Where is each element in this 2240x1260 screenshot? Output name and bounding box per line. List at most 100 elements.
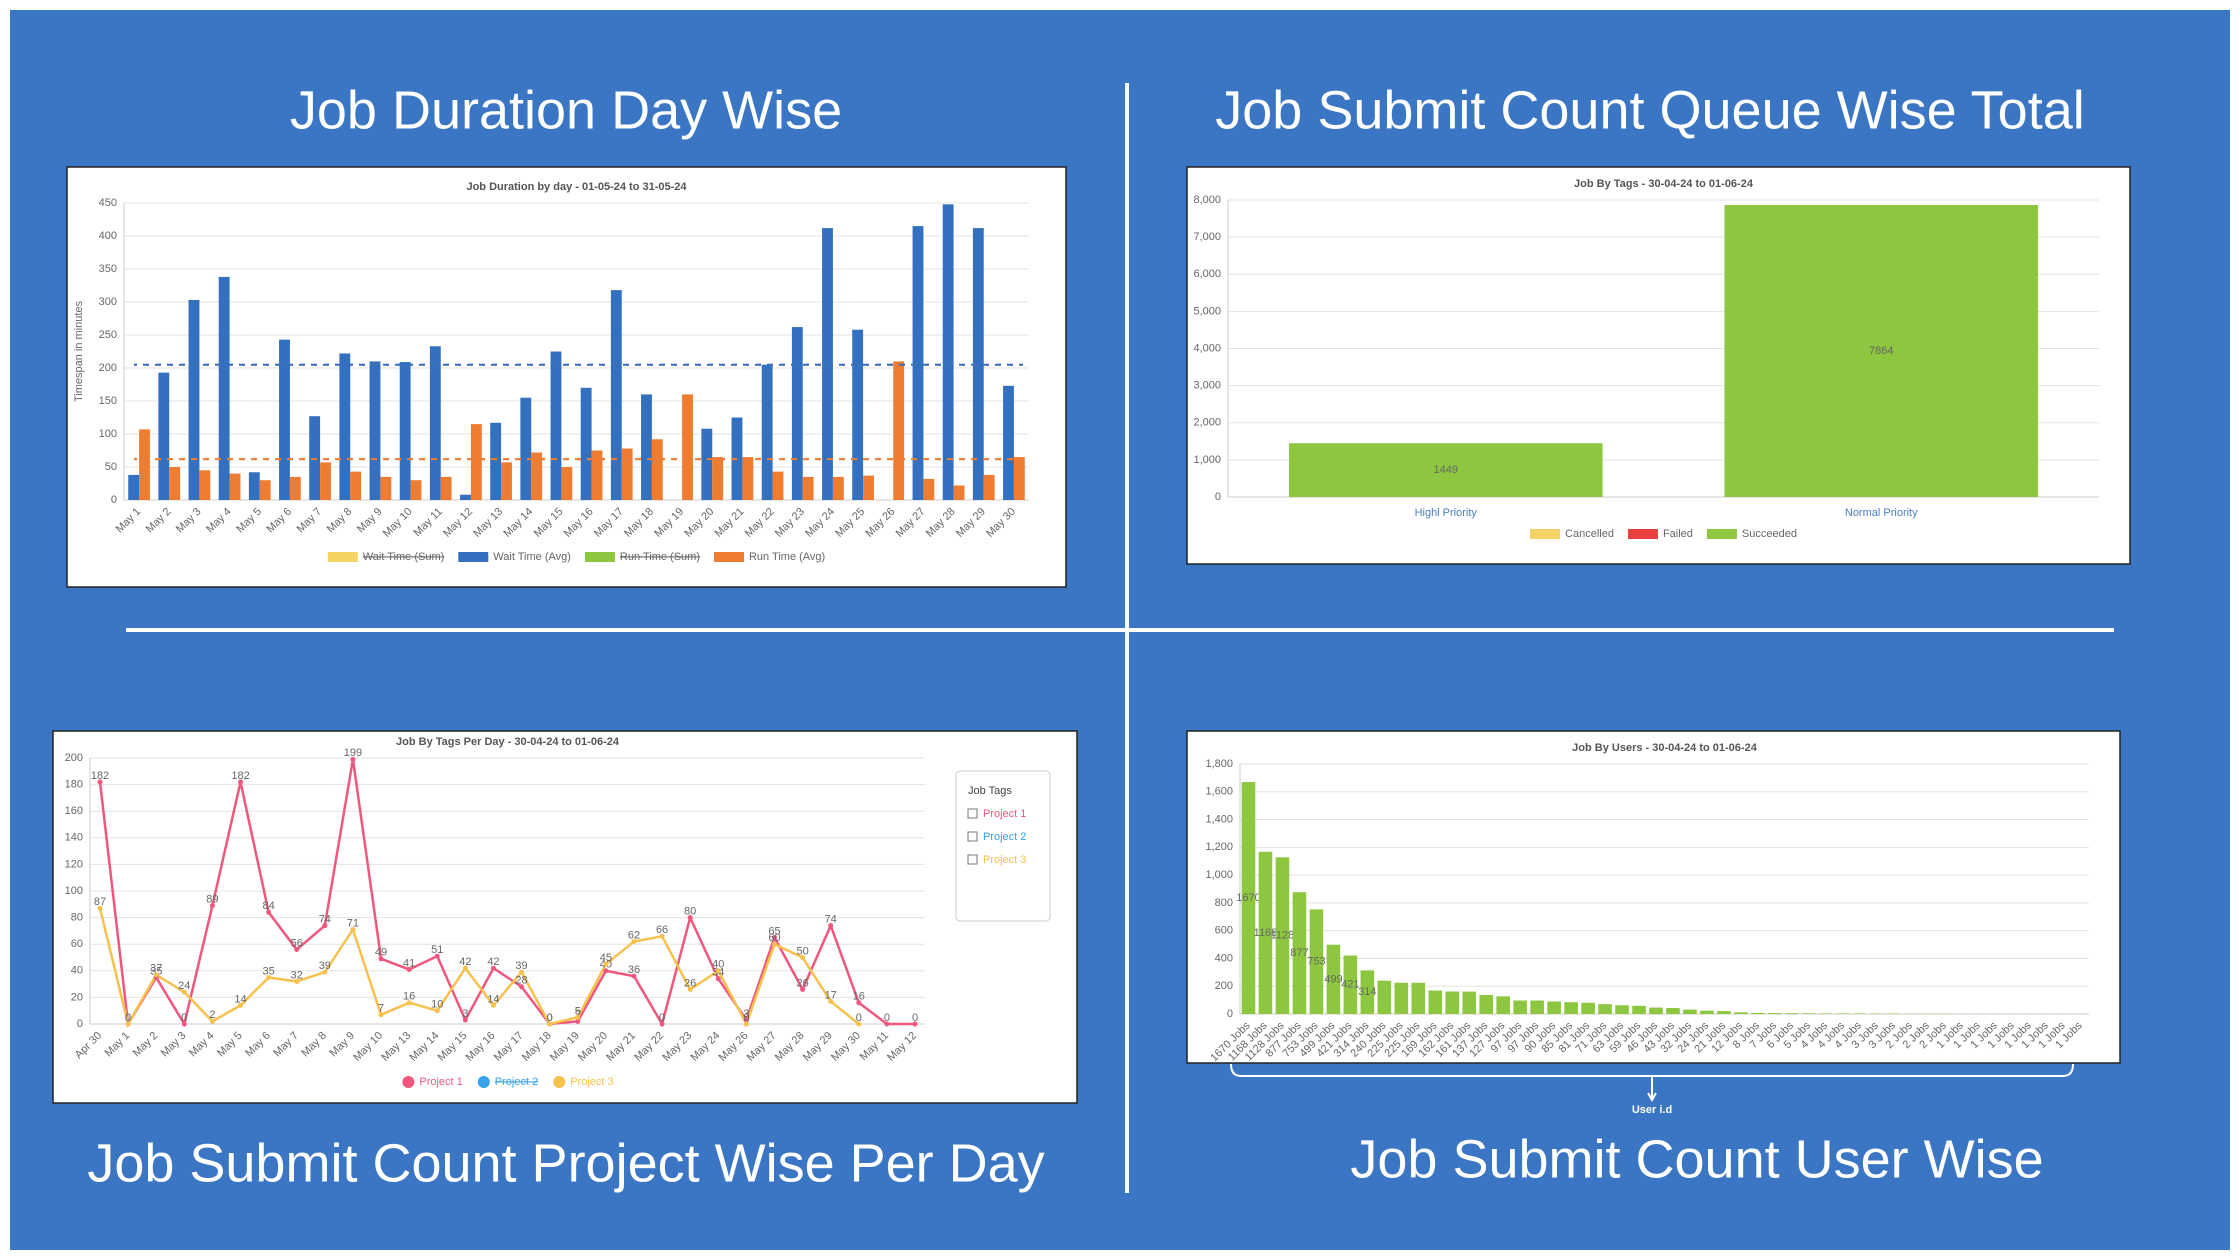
data-label: 42 — [459, 956, 471, 968]
point — [659, 933, 665, 939]
bar — [380, 476, 392, 500]
bar — [972, 228, 984, 500]
legend-swatch — [402, 1076, 415, 1088]
bar — [399, 362, 411, 500]
data-label: 3 — [462, 1008, 468, 1020]
point — [490, 965, 496, 971]
chart-title: Job By Users - 30-04-24 to 01-06-24 — [1572, 742, 1758, 754]
point — [856, 1021, 862, 1027]
data-label: 17 — [825, 989, 837, 1001]
legend: Wait Time (Sum) Wait Time (Avg) Run Time (… — [327, 551, 825, 563]
bar — [460, 494, 471, 500]
point — [406, 1000, 412, 1006]
point — [800, 986, 806, 992]
point — [912, 1021, 918, 1027]
bar — [1241, 782, 1256, 1014]
data-label: 35 — [150, 965, 162, 977]
y-tick-label: 20 — [71, 991, 83, 1003]
y-tick-label: 5,000 — [1193, 305, 1221, 317]
bar — [580, 387, 592, 500]
bar — [1309, 909, 1324, 1014]
bar — [1530, 1000, 1544, 1014]
bar — [912, 226, 924, 500]
y-tick-label: 140 — [65, 832, 83, 844]
heading: Job Submit Count Project Wise Per Day — [87, 1133, 1044, 1193]
data-label: 14 — [487, 993, 499, 1005]
y-tick-label: 40 — [71, 965, 83, 977]
y-tick-label: 200 — [65, 752, 83, 764]
data-label: 182 — [231, 770, 249, 782]
y-tick-label: 2,000 — [1193, 417, 1221, 429]
legend-swatch — [1530, 529, 1561, 539]
y-tick-label: 100 — [99, 428, 117, 440]
point — [350, 927, 356, 933]
bar — [320, 462, 331, 500]
bar — [1852, 1013, 1867, 1014]
legend-panel — [955, 770, 1051, 922]
bar — [218, 276, 230, 500]
y-tick-label: 400 — [99, 230, 117, 242]
y-tick-label: 0 — [77, 1018, 83, 1030]
checkbox[interactable] — [967, 831, 978, 842]
chart: Job By Tags - 30-04-24 to 01-06-24 0 1,000… — [1186, 166, 2131, 565]
point — [603, 968, 609, 974]
point — [294, 978, 300, 984]
bar — [802, 476, 814, 500]
data-label: 1128 — [1271, 930, 1295, 942]
y-tick-label: 350 — [99, 263, 117, 275]
bar — [1819, 1013, 1833, 1014]
y-tick-label: 450 — [99, 197, 117, 209]
checkbox[interactable] — [967, 808, 978, 819]
bar — [1547, 1001, 1561, 1014]
y-tick-label: 160 — [65, 805, 83, 817]
data-label: 50 — [796, 945, 808, 957]
bar — [139, 429, 150, 500]
point — [884, 1021, 890, 1027]
bar — [591, 450, 603, 500]
chart: Job By Users - 30-04-24 to 01-06-24 0 200 4… — [1186, 730, 2121, 1116]
y-tick-label: 400 — [1215, 952, 1233, 964]
checkbox[interactable] — [967, 854, 978, 865]
bar — [893, 361, 905, 500]
bar — [1377, 980, 1392, 1014]
x-tick-label: Normal Priority — [1845, 507, 1918, 519]
bar — [641, 394, 652, 500]
data-label: 16 — [403, 991, 415, 1003]
y-tick-label: 6,000 — [1193, 268, 1221, 280]
point — [490, 1002, 496, 1008]
y-tick-label: 200 — [99, 362, 117, 374]
y-tick-label: 3,000 — [1193, 380, 1221, 392]
point — [209, 1018, 215, 1024]
data-label: 26 — [684, 977, 696, 989]
point — [519, 984, 525, 990]
heading: Job Submit Count Queue Wise Total — [1215, 80, 2084, 140]
bar — [1751, 1012, 1765, 1014]
bar — [1288, 443, 1603, 497]
point — [350, 756, 356, 762]
heading: Job Duration Day Wise — [290, 80, 842, 140]
bar — [1700, 1010, 1714, 1014]
data-label: 0 — [884, 1012, 890, 1024]
bar — [1802, 1013, 1816, 1014]
point — [378, 1012, 384, 1018]
x-tick-label: Highl Priority — [1415, 507, 1478, 519]
data-label: 45 — [600, 952, 612, 964]
legend-swatch — [327, 552, 358, 562]
data-label: 199 — [344, 747, 362, 759]
data-label: 753 — [1307, 956, 1325, 968]
data-label: 74 — [825, 913, 837, 925]
bar — [369, 361, 381, 500]
y-tick-label: 7,000 — [1193, 231, 1221, 243]
y-tick-label: 120 — [65, 858, 83, 870]
legend-swatch — [713, 552, 744, 562]
bar — [1462, 991, 1477, 1014]
bar — [1734, 1012, 1748, 1014]
point — [434, 1008, 440, 1014]
data-label: 2 — [209, 1009, 215, 1021]
point — [181, 989, 187, 995]
y-tick-label: 0 — [1227, 1008, 1233, 1020]
data-label: 1449 — [1434, 464, 1458, 476]
data-label: 3 — [743, 1008, 749, 1020]
legend: Project 1 Project 2 Project 3 — [402, 1076, 614, 1088]
